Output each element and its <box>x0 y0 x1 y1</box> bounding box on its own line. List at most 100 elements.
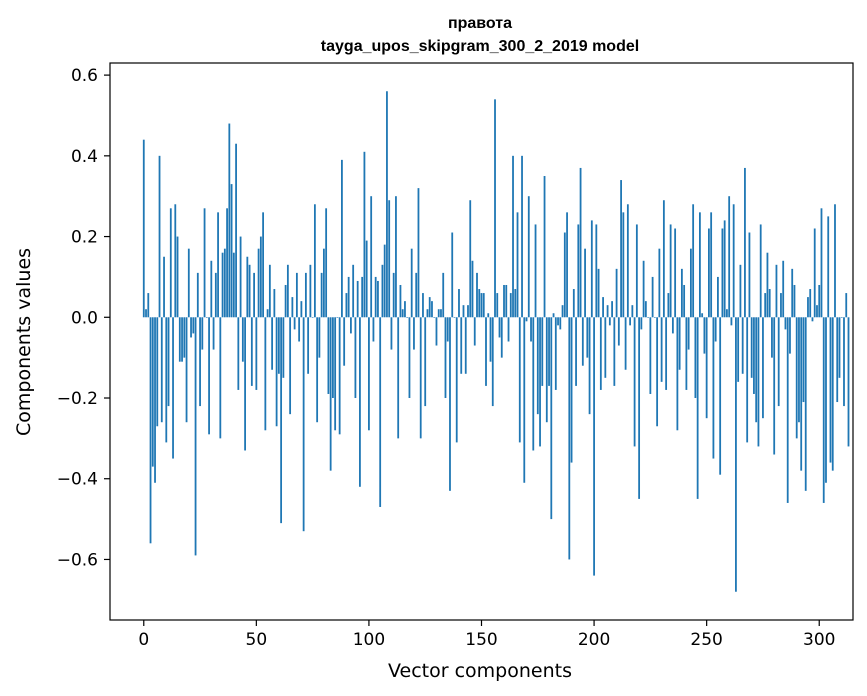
bar <box>163 256 165 318</box>
bar <box>755 317 758 423</box>
bar <box>350 317 352 334</box>
bar <box>509 293 512 318</box>
bar <box>282 317 285 378</box>
bar <box>325 208 328 318</box>
bar <box>820 208 823 318</box>
bar <box>217 212 219 318</box>
bar <box>395 196 397 318</box>
bar <box>667 293 670 318</box>
bar <box>804 317 807 491</box>
bar <box>584 248 586 318</box>
bar <box>566 212 568 318</box>
bar <box>559 317 562 330</box>
bar <box>687 317 690 350</box>
y-tick-label: 0.6 <box>71 66 98 86</box>
bar <box>721 228 724 318</box>
bar <box>426 309 429 318</box>
bar <box>494 99 496 318</box>
bar <box>692 204 695 318</box>
bar <box>431 301 433 318</box>
bar <box>374 276 377 318</box>
bar <box>811 317 814 322</box>
bar <box>543 176 546 318</box>
bar <box>827 216 830 318</box>
bar <box>719 317 722 475</box>
bar <box>428 297 431 318</box>
bar <box>156 317 159 427</box>
bar <box>464 317 467 374</box>
bar <box>662 200 665 318</box>
y-tick-label: −0.2 <box>57 389 98 409</box>
bar <box>602 297 604 318</box>
bar <box>194 317 197 556</box>
bar <box>302 317 305 532</box>
bar <box>784 317 787 330</box>
bar <box>626 204 629 318</box>
bar <box>401 309 404 318</box>
x-tick-label: 250 <box>690 630 722 650</box>
bar <box>512 155 514 318</box>
bar <box>304 272 307 318</box>
bar <box>415 272 418 318</box>
bar <box>485 317 487 386</box>
bar <box>239 236 242 318</box>
bar <box>685 317 688 390</box>
bar <box>221 252 224 318</box>
bar <box>203 208 206 318</box>
bar <box>453 317 456 318</box>
bar <box>298 317 301 342</box>
bar <box>572 289 575 318</box>
bar <box>748 232 751 318</box>
bar <box>244 317 246 451</box>
bar <box>701 313 704 318</box>
bar <box>604 317 607 378</box>
bar <box>606 305 609 318</box>
chart-title-line-2: tayga_upos_skipgram_300_2_2019 model <box>321 38 639 55</box>
bar <box>665 317 668 390</box>
bar <box>649 317 652 394</box>
bar <box>341 159 343 318</box>
bar <box>435 317 438 346</box>
bar <box>795 317 798 439</box>
bar <box>557 317 559 326</box>
bar <box>613 317 616 386</box>
bar <box>320 272 323 318</box>
bar <box>259 236 262 318</box>
bar <box>530 317 532 342</box>
bar <box>597 268 600 318</box>
bar <box>656 317 659 427</box>
bar <box>640 317 643 330</box>
bar <box>554 317 557 390</box>
bar <box>361 276 364 318</box>
bar <box>201 317 204 350</box>
bar <box>154 317 156 483</box>
bar <box>766 252 769 318</box>
bar <box>696 317 699 499</box>
bar <box>318 317 321 358</box>
bar <box>518 317 521 443</box>
bar <box>190 317 192 338</box>
bar <box>534 224 537 318</box>
bar <box>185 317 188 423</box>
bar <box>793 284 796 318</box>
bar <box>527 196 530 318</box>
bar <box>550 317 553 520</box>
bar <box>843 317 845 407</box>
bar <box>548 317 550 386</box>
bar <box>253 272 255 318</box>
bar <box>577 224 580 318</box>
bar <box>347 276 350 318</box>
bar <box>545 317 548 423</box>
bar <box>514 289 517 318</box>
bar <box>316 317 319 423</box>
bar <box>223 248 226 318</box>
bar <box>167 317 170 407</box>
bar <box>476 272 478 318</box>
bar <box>838 317 841 378</box>
bar <box>728 196 731 318</box>
bar <box>442 272 445 318</box>
bar <box>498 317 501 338</box>
bar <box>268 264 271 318</box>
bar <box>343 317 346 366</box>
